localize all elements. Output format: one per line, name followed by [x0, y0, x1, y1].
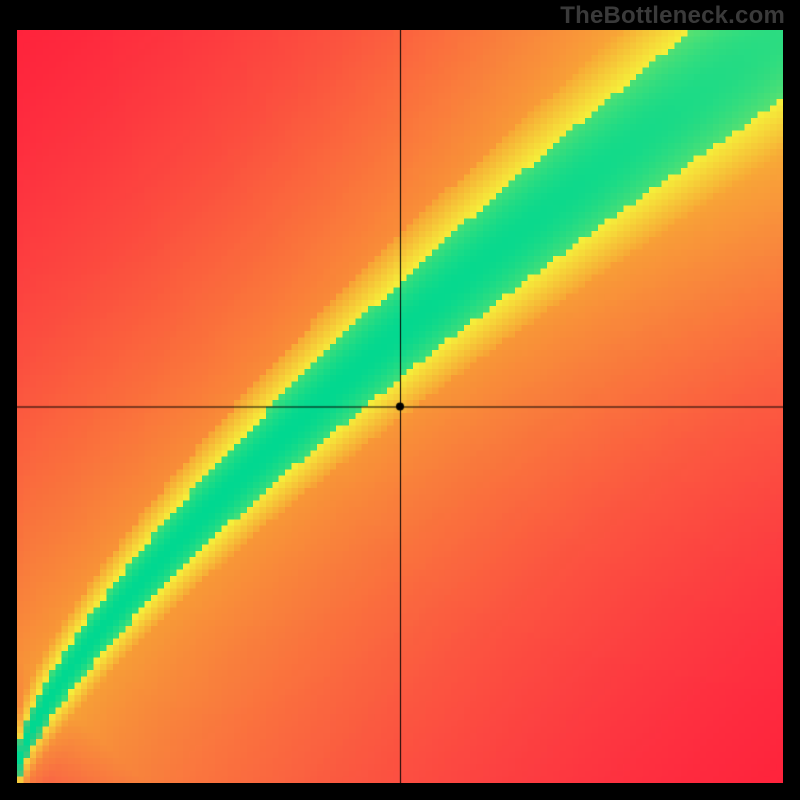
chart-container: TheBottleneck.com	[0, 0, 800, 800]
bottleneck-heatmap	[17, 30, 783, 783]
watermark-text: TheBottleneck.com	[560, 2, 785, 30]
